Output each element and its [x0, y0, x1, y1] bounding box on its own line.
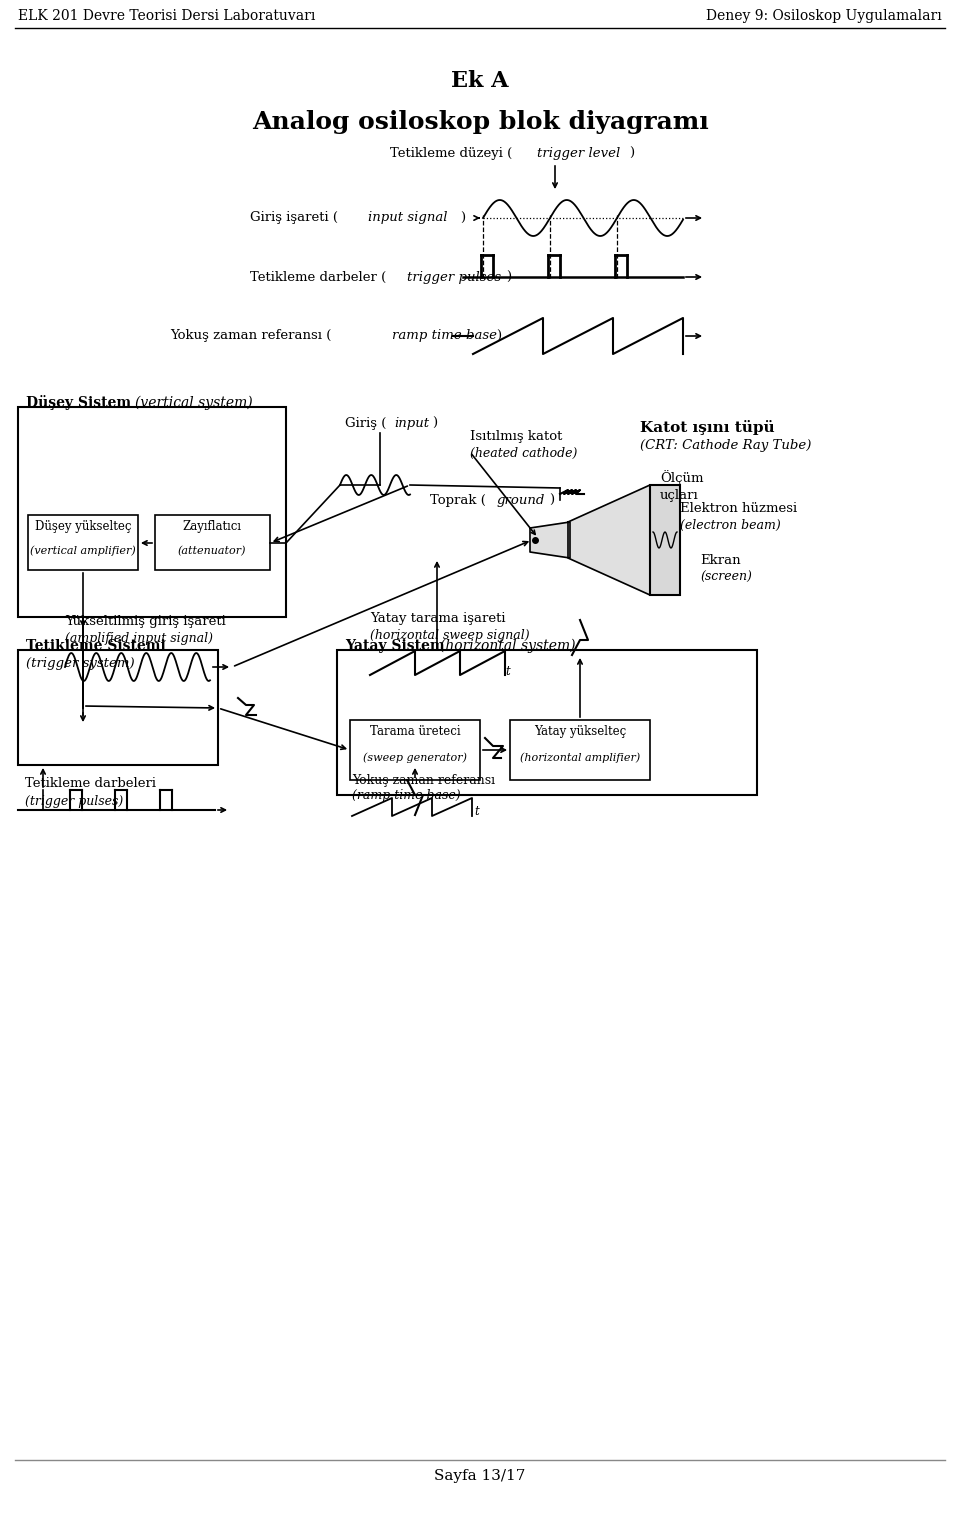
Text: input: input — [394, 416, 429, 430]
Text: Yatay yükselteç: Yatay yükselteç — [534, 724, 626, 738]
Text: (amplified input signal): (amplified input signal) — [65, 631, 213, 645]
Text: ): ) — [629, 146, 635, 160]
Text: t: t — [474, 805, 479, 817]
Text: Analog osiloskop blok diyagramı: Analog osiloskop blok diyagramı — [252, 110, 708, 134]
Text: (horizontal sweep signal): (horizontal sweep signal) — [370, 628, 530, 642]
Text: Giriş (: Giriş ( — [345, 416, 386, 430]
Text: Deney 9: Osiloskop Uygulamaları: Deney 9: Osiloskop Uygulamaları — [707, 9, 942, 23]
Text: (trigger system): (trigger system) — [26, 657, 134, 669]
Text: trigger level: trigger level — [537, 146, 620, 160]
Text: (heated cathode): (heated cathode) — [470, 447, 577, 461]
Text: trigger pulses: trigger pulses — [407, 270, 501, 284]
Bar — [510, 720, 650, 779]
Bar — [18, 407, 286, 618]
Text: ): ) — [549, 494, 554, 506]
Text: Isıtılmış katot: Isıtılmış katot — [470, 430, 563, 442]
Text: ELK 201 Devre Teorisi Dersi Laboratuvarı: ELK 201 Devre Teorisi Dersi Laboratuvarı — [18, 9, 316, 23]
Text: Tetikleme darbeleri: Tetikleme darbeleri — [25, 778, 156, 790]
Text: (vertical amplifier): (vertical amplifier) — [30, 546, 136, 557]
Text: uçları: uçları — [660, 490, 699, 502]
Text: Tetikleme Sistemi: Tetikleme Sistemi — [26, 639, 166, 653]
Text: ): ) — [506, 270, 511, 284]
Text: (screen): (screen) — [700, 570, 752, 584]
Text: (sweep generator): (sweep generator) — [363, 753, 467, 764]
Bar — [337, 650, 757, 795]
Text: Elektron hüzmesi: Elektron hüzmesi — [680, 502, 797, 515]
Text: Yokuş zaman referansı: Yokuş zaman referansı — [352, 775, 495, 787]
Text: Zayıflatıcı: Zayıflatıcı — [182, 520, 242, 534]
Text: Yokuş zaman referansı (: Yokuş zaman referansı ( — [170, 329, 331, 343]
Text: Ölçüm: Ölçüm — [660, 470, 704, 485]
Text: ): ) — [460, 212, 466, 224]
Text: ): ) — [496, 329, 501, 343]
Text: Sayfa 13/17: Sayfa 13/17 — [434, 1469, 526, 1482]
Text: Tetikleme düzeyi (: Tetikleme düzeyi ( — [390, 146, 513, 160]
Text: input signal: input signal — [368, 212, 447, 224]
Text: Ekran: Ekran — [700, 554, 740, 567]
Text: (vertical system): (vertical system) — [135, 395, 252, 410]
Text: (trigger pulses): (trigger pulses) — [25, 795, 123, 808]
Text: ): ) — [432, 416, 437, 430]
Text: Düşey yükselteç: Düşey yükselteç — [35, 520, 132, 534]
Bar — [350, 720, 480, 779]
Text: ramp time base: ramp time base — [392, 329, 497, 343]
Text: (horizontal amplifier): (horizontal amplifier) — [520, 753, 640, 764]
Bar — [28, 515, 138, 570]
Polygon shape — [530, 522, 570, 558]
Polygon shape — [568, 485, 650, 595]
Text: Yükseltilmiş giriş işareti: Yükseltilmiş giriş işareti — [65, 615, 226, 628]
Bar — [650, 485, 680, 595]
Text: Katot ışını tüpü: Katot ışını tüpü — [640, 419, 775, 435]
Text: Toprak (: Toprak ( — [430, 494, 486, 506]
Text: Tetikleme darbeler (: Tetikleme darbeler ( — [250, 270, 386, 284]
Text: (horizontal system): (horizontal system) — [440, 639, 575, 653]
Text: (CRT: Cathode Ray Tube): (CRT: Cathode Ray Tube) — [640, 439, 811, 451]
Text: (electron beam): (electron beam) — [680, 518, 780, 532]
Bar — [155, 515, 270, 570]
Text: Tarama üreteci: Tarama üreteci — [370, 724, 460, 738]
Text: Düşey Sistem: Düşey Sistem — [26, 395, 136, 410]
Text: (attenuator): (attenuator) — [178, 546, 247, 557]
Bar — [18, 650, 218, 766]
Text: Giriş işareti (: Giriş işareti ( — [250, 212, 338, 224]
Text: t: t — [505, 665, 510, 679]
Text: Yatay Sistem: Yatay Sistem — [345, 639, 449, 653]
Text: Yatay tarama işareti: Yatay tarama işareti — [370, 612, 506, 625]
Text: Ek A: Ek A — [451, 70, 509, 92]
Text: ground: ground — [497, 494, 545, 506]
Text: (ramp time base): (ramp time base) — [352, 788, 461, 802]
